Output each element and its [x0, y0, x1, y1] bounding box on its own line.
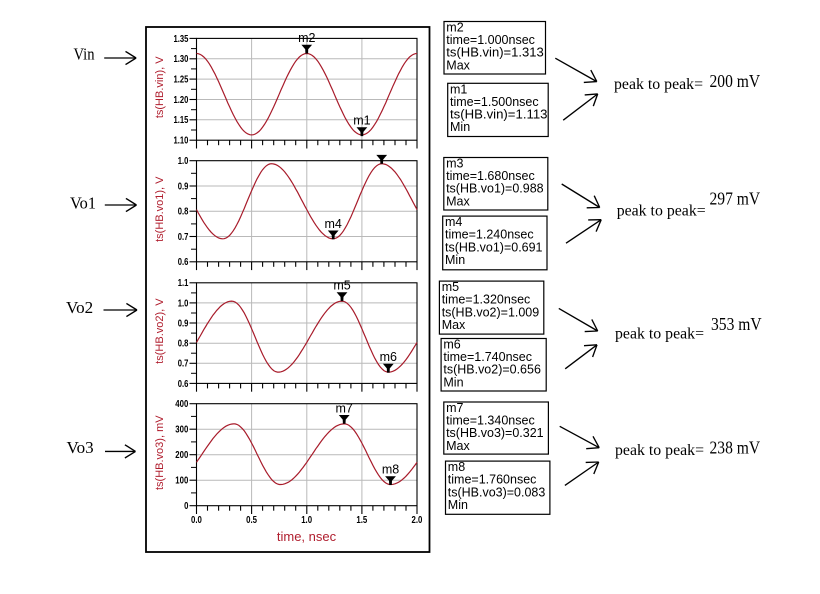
svg-text:m4: m4 [445, 215, 462, 229]
svg-text:Max: Max [446, 194, 470, 208]
svg-text:ts(HB.vo1), V: ts(HB.vo1), V [154, 176, 166, 242]
svg-text:time=1.740nsec: time=1.740nsec [443, 350, 532, 364]
svg-text:353 mV: 353 mV [711, 314, 762, 334]
svg-text:ts(HB.vin), V: ts(HB.vin), V [154, 56, 166, 118]
svg-text:0.7: 0.7 [178, 232, 189, 243]
svg-text:m2: m2 [298, 31, 315, 45]
svg-text:Min: Min [445, 253, 465, 267]
svg-text:m7: m7 [446, 401, 463, 415]
svg-text:1.25: 1.25 [174, 75, 189, 86]
svg-text:1.15: 1.15 [174, 115, 189, 126]
svg-text:Max: Max [442, 318, 466, 332]
svg-text:ts(HB.vo3), mV: ts(HB.vo3), mV [154, 415, 166, 490]
svg-text:ts(HB.vo2), V: ts(HB.vo2), V [154, 298, 166, 364]
svg-text:0.9: 0.9 [178, 181, 189, 192]
svg-text:m4: m4 [325, 217, 342, 231]
svg-text:Min: Min [450, 120, 470, 134]
svg-text:peak to peak=: peak to peak= [615, 442, 704, 459]
svg-text:0: 0 [184, 501, 189, 512]
svg-text:1.0: 1.0 [178, 298, 189, 309]
svg-text:ts(HB.vin)=1.313: ts(HB.vin)=1.313 [446, 46, 544, 60]
svg-text:Max: Max [446, 439, 470, 453]
svg-text:300: 300 [175, 425, 188, 436]
svg-text:time=1.680nsec: time=1.680nsec [446, 169, 535, 183]
svg-text:Vo3: Vo3 [67, 438, 94, 457]
svg-text:0.7: 0.7 [178, 359, 189, 370]
svg-text:time=1.240nsec: time=1.240nsec [445, 228, 534, 242]
svg-text:238 mV: 238 mV [710, 437, 761, 457]
svg-text:m1: m1 [353, 114, 370, 128]
svg-text:ts(HB.vo3)=0.321: ts(HB.vo3)=0.321 [446, 426, 544, 440]
svg-text:Vo2: Vo2 [66, 298, 93, 317]
svg-text:100: 100 [175, 476, 188, 487]
svg-text:400: 400 [175, 399, 188, 410]
svg-text:peak to peak=: peak to peak= [614, 76, 703, 93]
svg-text:0.6: 0.6 [178, 257, 189, 268]
svg-text:0.6: 0.6 [178, 379, 189, 390]
svg-text:ts(HB.vo1)=0.691: ts(HB.vo1)=0.691 [445, 240, 543, 254]
svg-text:1.0: 1.0 [301, 515, 312, 526]
svg-text:ts(HB.vo3)=0.083: ts(HB.vo3)=0.083 [448, 485, 546, 499]
svg-text:Max: Max [446, 58, 470, 72]
svg-text:297 mV: 297 mV [710, 189, 761, 209]
svg-text:Vin: Vin [74, 45, 95, 64]
svg-text:m3: m3 [446, 157, 463, 171]
svg-text:ts(HB.vo1)=0.988: ts(HB.vo1)=0.988 [446, 182, 544, 196]
svg-text:1.35: 1.35 [174, 34, 189, 45]
svg-text:time=1.760nsec: time=1.760nsec [448, 473, 537, 487]
svg-text:200 mV: 200 mV [710, 71, 761, 91]
svg-text:1.20: 1.20 [174, 95, 189, 106]
svg-text:m6: m6 [380, 350, 397, 364]
svg-text:m6: m6 [443, 338, 460, 352]
svg-text:ts(HB.vin)=1.113: ts(HB.vin)=1.113 [450, 108, 548, 122]
svg-text:2.0: 2.0 [412, 515, 423, 526]
svg-text:Vo1: Vo1 [70, 194, 96, 213]
svg-text:m5: m5 [442, 280, 459, 294]
svg-text:1.0: 1.0 [178, 156, 189, 167]
svg-text:peak to peak=: peak to peak= [617, 202, 706, 219]
svg-text:time=1.340nsec: time=1.340nsec [446, 414, 535, 428]
svg-text:Min: Min [443, 375, 463, 389]
svg-text:1.10: 1.10 [174, 136, 189, 147]
svg-text:ts(HB.vo2)=0.656: ts(HB.vo2)=0.656 [443, 363, 541, 377]
svg-text:time=1.320nsec: time=1.320nsec [442, 293, 531, 307]
svg-text:m7: m7 [336, 401, 353, 415]
svg-text:time=1.000nsec: time=1.000nsec [446, 33, 535, 47]
svg-text:0.9: 0.9 [178, 318, 189, 329]
svg-text:1.30: 1.30 [174, 54, 189, 65]
svg-text:Min: Min [448, 498, 468, 512]
svg-text:1.1: 1.1 [178, 278, 189, 289]
svg-text:m8: m8 [448, 460, 465, 474]
svg-text:time=1.500nsec: time=1.500nsec [450, 95, 539, 109]
svg-text:time, nsec: time, nsec [277, 529, 337, 544]
svg-text:m8: m8 [382, 463, 399, 477]
svg-text:m5: m5 [333, 279, 350, 293]
svg-text:peak to peak=: peak to peak= [615, 325, 704, 342]
svg-text:0.5: 0.5 [246, 515, 257, 526]
svg-text:0.0: 0.0 [191, 515, 202, 526]
svg-text:0.8: 0.8 [178, 207, 189, 218]
svg-text:0.8: 0.8 [178, 339, 189, 350]
svg-text:1.5: 1.5 [356, 515, 367, 526]
svg-text:200: 200 [175, 450, 188, 461]
svg-text:m2: m2 [446, 21, 463, 35]
svg-text:ts(HB.vo2)=1.009: ts(HB.vo2)=1.009 [442, 305, 540, 319]
svg-text:m1: m1 [450, 82, 467, 96]
